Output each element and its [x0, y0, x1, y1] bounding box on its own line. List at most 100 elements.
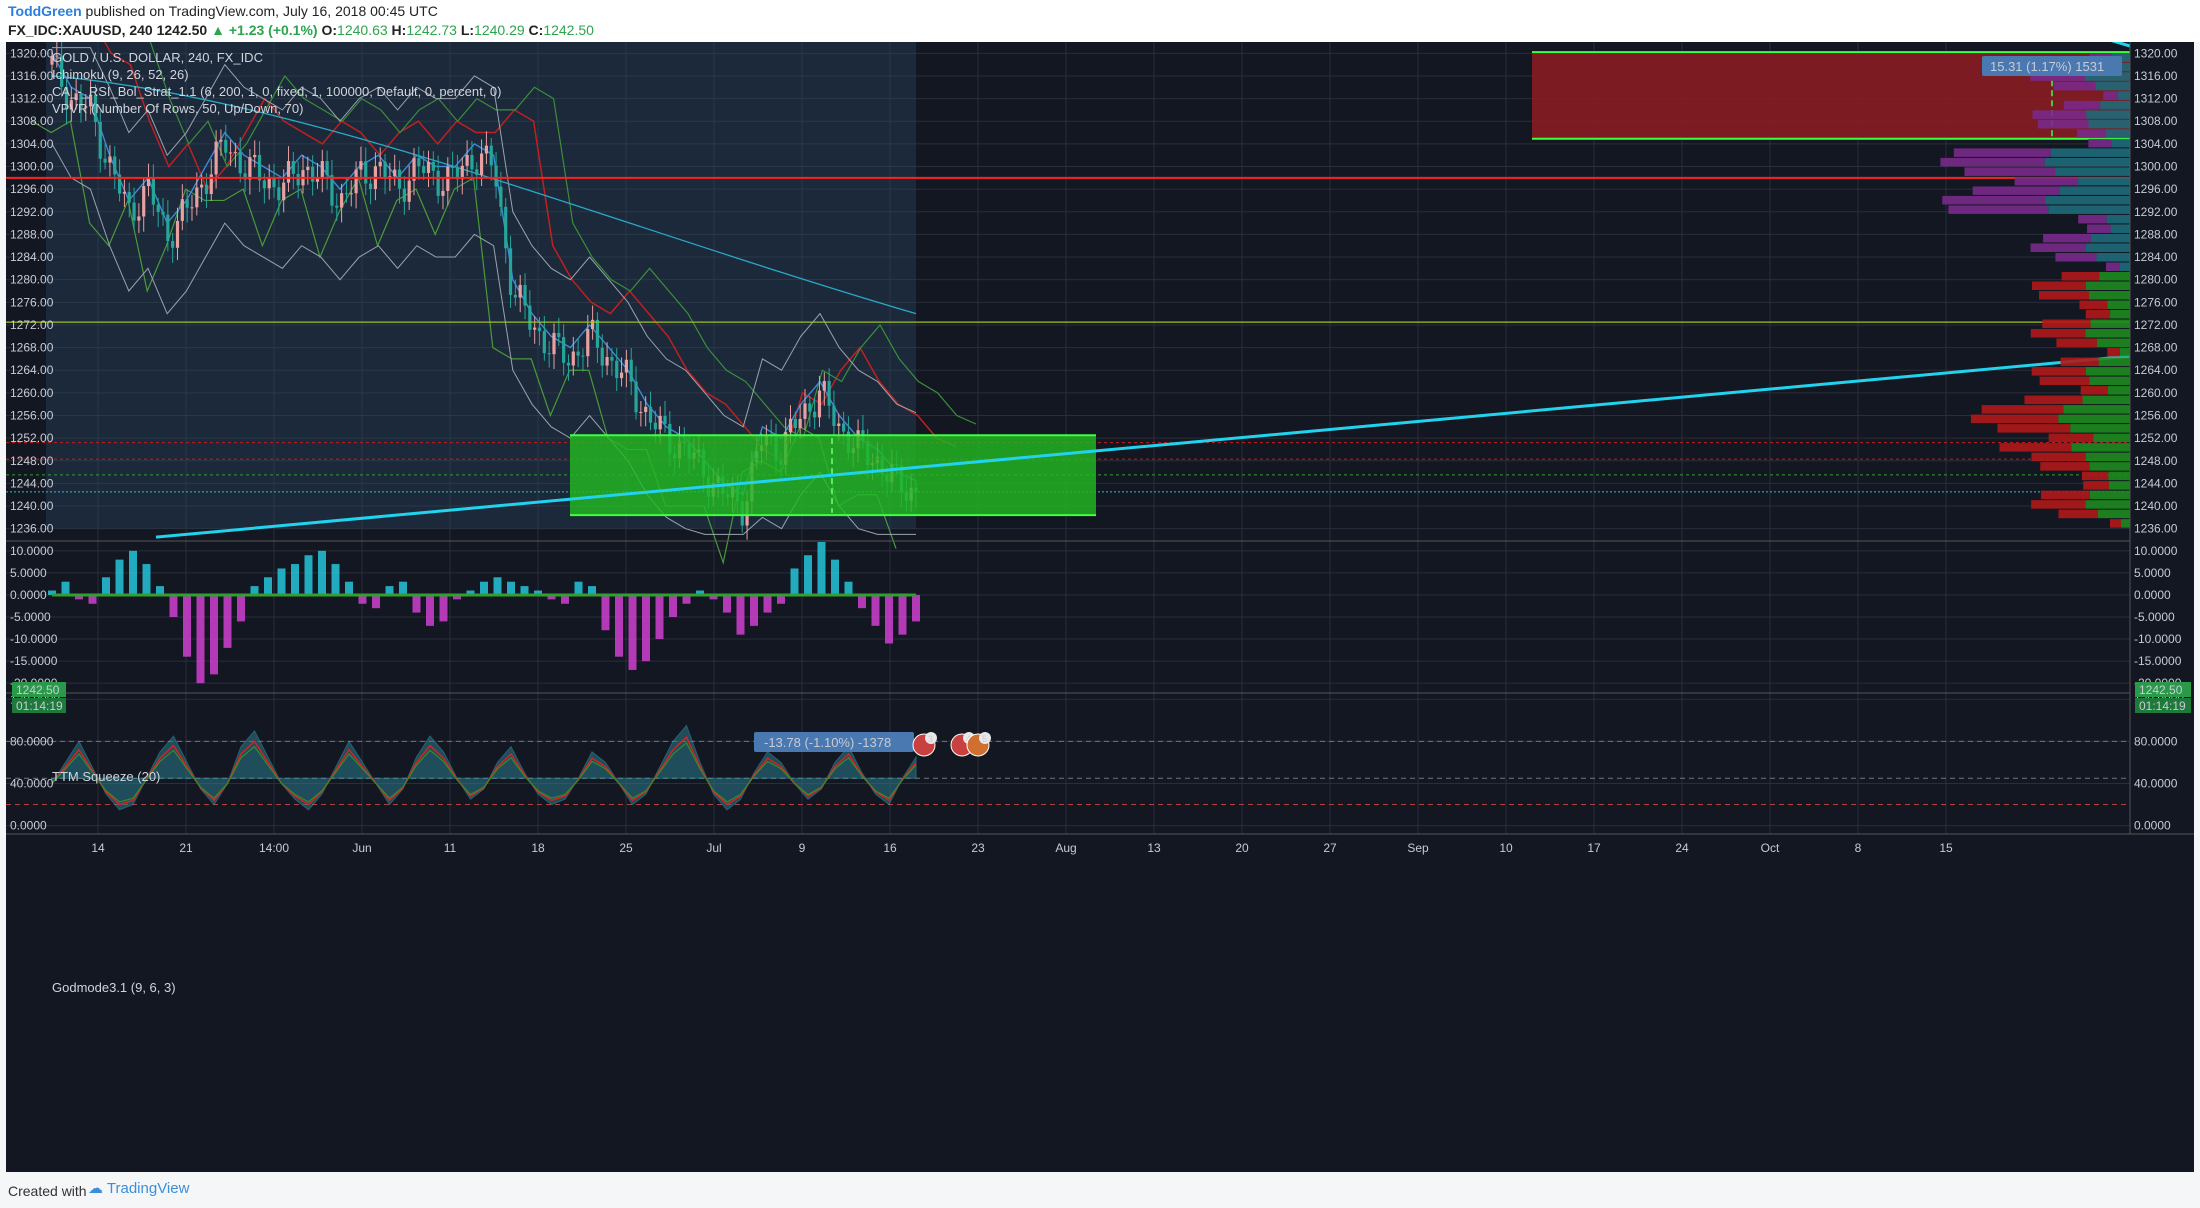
candle-body: [238, 152, 242, 174]
tradingview-brand: TradingView: [106, 1180, 190, 1197]
y-tick-label-left: 1320.00: [10, 46, 54, 60]
volume-profile-up: [2089, 376, 2130, 386]
price-tag-left-text: 1242.50: [16, 683, 60, 697]
candle-body: [619, 372, 624, 379]
squeeze-bar: [250, 586, 259, 595]
x-tick-label: 8: [1855, 841, 1862, 855]
trendline-top: [2111, 42, 2131, 48]
y-tick-label: 1268.00: [2134, 341, 2178, 355]
squeeze-bar: [264, 577, 272, 595]
squeeze-bar: [439, 594, 448, 622]
ttm-tick-label: 5.0000: [2134, 566, 2171, 580]
candle-body: [214, 141, 218, 175]
price-pane[interactable]: [6, 42, 2131, 565]
candle-body: [417, 158, 421, 167]
candle-body: [127, 191, 131, 203]
x-tick-label: 11: [444, 841, 457, 855]
candle-body: [175, 220, 180, 248]
ttm-tick-label-left: -10.0000: [10, 632, 58, 646]
squeeze-bar: [291, 564, 299, 595]
squeeze-bar: [331, 564, 340, 595]
y-tick-label: 1308.00: [2134, 114, 2178, 128]
volume-profile-down: [2056, 338, 2097, 348]
candle-body: [504, 206, 508, 249]
candle-body: [586, 329, 590, 357]
volume-profile-up: [2110, 224, 2130, 233]
candle-body: [402, 188, 406, 202]
x-tick-label: 10: [1499, 841, 1513, 855]
legend-vpvr: VPVR (Number Of Rows, 50, Up/Down, 70): [52, 101, 303, 116]
candle-body: [267, 178, 271, 189]
candle-body: [431, 161, 435, 171]
candle-body: [523, 284, 527, 306]
price-tag-left: 1242.50 01:14:19: [12, 682, 66, 713]
x-tick-label: 14: [91, 841, 105, 855]
y-tick-label-left: 1308.00: [10, 114, 54, 128]
squeeze-bar: [736, 594, 745, 635]
volume-profile-up: [2089, 490, 2130, 500]
volume-profile-up: [2111, 138, 2130, 148]
candle-body: [151, 178, 155, 205]
candle-body: [335, 205, 339, 208]
x-tick-label: 24: [1675, 841, 1689, 855]
chart-header: ToddGreen published on TradingView.com, …: [0, 0, 2200, 42]
candle-body: [537, 327, 542, 332]
y-tick-label-left: 1236.00: [10, 522, 54, 536]
candle-body: [832, 405, 836, 427]
squeeze-bar: [142, 564, 151, 595]
volume-profile-down: [2103, 91, 2118, 100]
y-tick-label-left: 1240.00: [10, 499, 54, 513]
candle-body: [89, 94, 93, 107]
candle-body: [499, 186, 503, 207]
volume-profile-down: [2083, 481, 2109, 490]
economic-events[interactable]: 3 4 5: [912, 732, 991, 757]
ttm-pane[interactable]: [48, 542, 920, 684]
squeeze-bar: [547, 594, 556, 600]
squeeze-bar: [493, 577, 502, 595]
volume-profile-down: [2079, 300, 2108, 310]
squeeze-bar: [88, 594, 97, 604]
candle-body: [296, 173, 300, 186]
godmode-pane[interactable]: [6, 724, 2130, 811]
candle-body: [185, 199, 189, 208]
x-tick-label: Sep: [1407, 841, 1429, 855]
volume-profile-up: [2107, 300, 2130, 310]
candle-body: [663, 415, 667, 424]
tradingview-logo[interactable]: ☁ TradingView: [88, 1179, 189, 1197]
y-tick-label-left: 1304.00: [10, 137, 54, 151]
chart-canvas[interactable]: 14 21 14:00 Jun 11 18 25 Jul 9 16 23 Aug 13 20 27 Sep 10…: [6, 42, 2194, 1172]
candle-body: [204, 184, 209, 195]
x-tick-label: 9: [799, 841, 806, 855]
volume-profile-down: [2030, 329, 2086, 338]
candle-body: [166, 214, 170, 241]
candle-body: [581, 355, 585, 357]
ttm-tick-label-left: -5.0000: [10, 610, 51, 624]
squeeze-bar: [48, 590, 56, 595]
conversion-line: [51, 52, 917, 496]
chart-frame[interactable]: 14 21 14:00 Jun 11 18 25 Jul 9 16 23 Aug 13 20 27 Sep 10…: [6, 42, 2194, 1172]
ttm-tick-label: 10.0000: [2134, 544, 2178, 558]
squeeze-bar: [183, 594, 191, 657]
squeeze-bar: [642, 594, 650, 662]
candle-body: [552, 332, 556, 355]
candle-body: [639, 412, 643, 414]
measure-label-high: 15.31 (1.17%) 1531: [1982, 56, 2122, 76]
candle-body: [648, 406, 653, 423]
candle-body: [84, 106, 88, 108]
x-tick-label: 15: [1939, 841, 1953, 855]
candle-body: [629, 359, 633, 382]
candle-body: [605, 357, 609, 366]
squeeze-bar: [615, 594, 623, 657]
squeeze-bar: [804, 555, 812, 595]
candle-body: [64, 86, 69, 110]
volume-profile-down: [2088, 138, 2112, 148]
squeeze-bar: [115, 559, 124, 595]
candle-body: [658, 415, 662, 430]
squeeze-bar: [520, 586, 529, 595]
author-link[interactable]: ToddGreen: [8, 3, 82, 19]
ttm-tick-label: 0.0000: [2134, 588, 2171, 602]
volume-profile-up: [2085, 500, 2130, 509]
squeeze-bar: [574, 581, 583, 595]
legend-main: GOLD / U.S. DOLLAR, 240, FX_IDC: [52, 50, 263, 65]
candle-body: [542, 331, 546, 354]
